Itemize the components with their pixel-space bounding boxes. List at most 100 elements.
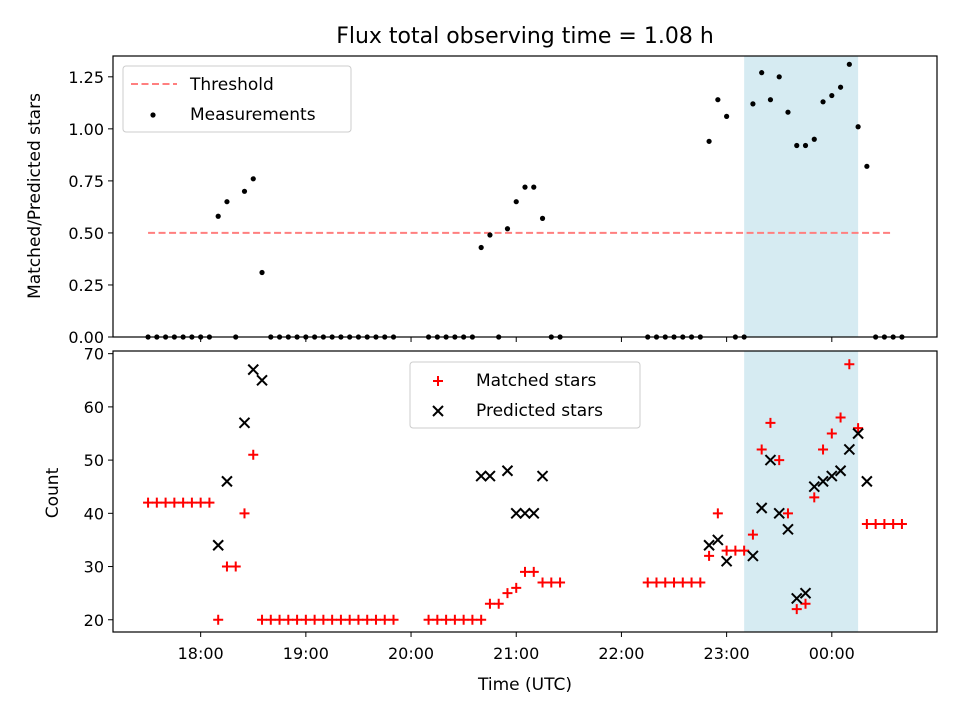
predicted-stars-marker [212,539,224,551]
bottom-x-tick-label: 20:00 [388,644,434,663]
measurement-point [224,199,230,205]
matched-stars-marker [896,518,907,529]
measurement-point [846,61,852,67]
matched-stars-marker [318,614,329,625]
matched-stars-marker [248,449,259,460]
measurement-point [241,188,248,194]
bottom-y-tick-label: 20 [84,611,104,630]
bottom-y-tick-label: 60 [84,398,104,417]
matched-stars-marker [888,518,899,529]
bottom-highlight-band [744,351,859,632]
matched-stars-marker [143,497,154,508]
matched-stars-marker [826,428,837,439]
top-y-tick-label: 0.50 [68,224,104,243]
matched-stars-marker [660,577,671,588]
predicted-stars-marker [501,465,514,477]
predicted-stars-marker [221,475,233,488]
matched-stars-marker [677,577,688,588]
top-y-axis-label: Matched/Predicted stars [25,93,45,299]
legend-measurements-label: Measurements [190,105,316,125]
matched-stars-marker [809,492,820,503]
bottom-y-tick-label: 30 [84,558,104,577]
matched-stars-marker [844,359,855,370]
measurement-point [522,184,528,190]
measurement-point [706,138,712,144]
matched-stars-marker [441,614,452,625]
predicted-stars-marker [861,475,873,488]
top-highlight-band [744,56,859,337]
measurement-point [802,142,809,149]
matched-stars-marker [300,614,311,625]
measurement-point [513,199,519,205]
matched-stars-marker [879,518,890,529]
top-y-tick-label: 0.25 [68,276,104,295]
matched-stars-marker [695,577,706,588]
matched-stars-marker [765,417,776,428]
predicted-stars-marker [817,475,829,488]
matched-stars-marker [774,455,785,466]
measurement-point [811,136,817,142]
measurement-point [794,142,800,149]
matched-stars-marker [870,518,881,529]
predicted-stars-marker [791,592,803,605]
predicted-stars-marker [519,507,531,520]
predicted-stars-marker [747,550,759,562]
measurement-point [837,84,844,90]
predicted-stars-marker [852,427,864,440]
measurement-point [715,97,721,103]
matched-stars-marker [344,614,355,625]
top-axes-frame [112,55,938,338]
measurement-point [259,269,265,276]
predicted-stars-marker [782,523,794,535]
predicted-stars-marker [764,454,777,466]
matched-stars-marker [335,614,346,625]
predicted-stars-marker [238,417,251,429]
matched-stars-marker [379,614,390,625]
matched-stars-marker [502,588,513,599]
top-y-tick-label: 1.00 [68,120,104,139]
bottom-y-axis-label: Count [43,467,63,518]
matched-stars-marker [747,529,758,540]
measurement-point [759,70,765,76]
legend-matched-label: Matched stars [476,371,596,391]
predicted-stars-marker [712,534,724,546]
matched-stars-marker [730,545,741,556]
predicted-stars-marker [834,465,847,477]
matched-stars-marker [458,614,469,625]
matched-stars-marker [756,444,767,455]
matched-stars-marker [449,614,460,625]
measurement-point [539,215,546,221]
measurement-point [504,226,511,232]
matched-stars-marker [546,577,557,588]
measurement-point [215,213,221,219]
matched-stars-marker [669,577,680,588]
matched-stars-marker [712,508,723,519]
predicted-stars-marker [256,374,268,386]
legend-measurements-swatch [150,112,156,118]
matched-stars-marker [528,566,539,577]
matched-stars-marker [721,545,732,556]
matched-stars-marker [423,614,434,625]
matched-stars-marker [309,614,320,625]
predicted-stars-marker [720,555,733,567]
matched-stars-marker [704,550,715,561]
bottom-x-tick-label: 19:00 [283,644,329,663]
measurement-point [829,92,835,99]
legend-predicted-swatch [432,405,444,417]
matched-stars-marker [791,604,802,615]
matched-stars-marker [861,518,872,529]
legend-predicted-label: Predicted stars [476,401,603,421]
measurement-point [750,101,756,107]
bottom-y-tick-label: 50 [84,451,104,470]
matched-stars-marker [195,497,206,508]
matched-stars-marker [151,497,162,508]
measurement-point [478,244,484,251]
matched-stars-marker [739,545,750,556]
matched-stars-marker [213,614,224,625]
matched-stars-marker [493,598,504,609]
matched-stars-marker [835,412,846,423]
matched-stars-marker [169,497,180,508]
predicted-stars-marker [484,470,496,482]
matched-stars-marker [537,577,548,588]
matched-stars-marker [283,614,294,625]
